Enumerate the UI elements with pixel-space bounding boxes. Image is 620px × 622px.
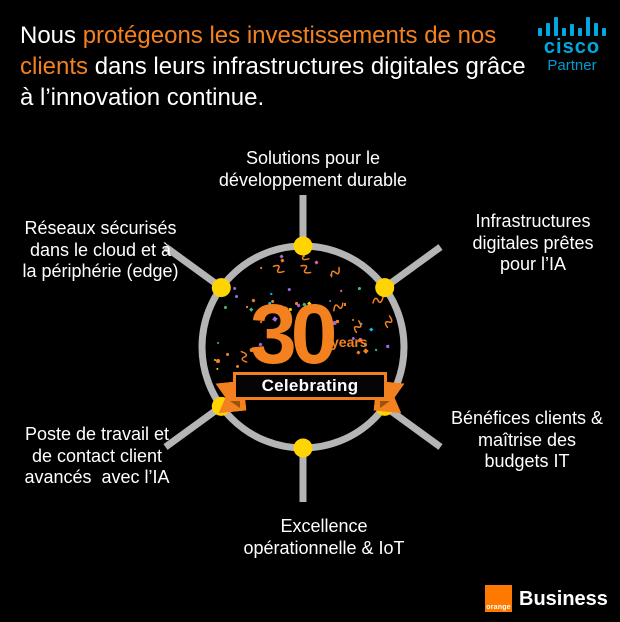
cisco-bar [586,17,590,36]
confetti-streamer-icon [237,350,256,363]
cisco-bar [578,28,582,36]
confetti-streamer-icon [293,261,314,279]
confetti-streamer-icon [330,296,345,316]
node-dot-upper-left [211,278,231,298]
cisco-partner-label: Partner [547,57,597,74]
cisco-bar [602,28,606,36]
spoke-label-solutions-durable: Solutions pour le développement durable [218,148,408,190]
headline-highlight: protégeons les investissements de nos cl… [20,22,497,80]
spoke-label-benefices-clients: Bénéfices clients & maîtrise des budgets I… [450,408,604,471]
spoke-label-excellence-iot: Excellence opérationnelle & IoT [243,516,405,558]
headline-text: Nous [20,22,83,49]
confetti-speck [295,301,299,305]
cisco-bar [546,23,550,36]
cisco-bar [570,24,574,36]
cisco-partner-logo: cisco Partner [531,16,613,75]
node-dot-top [293,236,313,256]
confetti-streamer-icon [349,317,370,338]
node-dot-bottom [293,438,313,458]
orange-logo: orange [485,585,512,612]
business-wordmark: Business [519,588,608,610]
cisco-bridge-bars-icon [531,16,613,36]
confetti-streamer-icon [328,263,345,284]
spoke-lower-left [163,403,224,450]
headline-text: dans leurs infrastructures digitales grâ… [20,53,526,111]
confetti-streamer-icon [372,293,384,311]
headline: Nous protégeons les investissements de n… [20,20,528,113]
spoke-upper-right [382,244,443,291]
confetti [202,246,404,448]
confetti-speck [343,302,347,306]
node-dot-upper-right [375,278,395,298]
ribbon-fold-left-icon [230,401,240,408]
anniversary-number: 30 [250,287,337,381]
cisco-wordmark: cisco [543,36,601,58]
celebrating-banner: Celebrating [225,370,395,418]
cisco-bar [538,28,542,36]
confetti-streamer-icon [266,260,288,280]
spoke-label-poste-de-travail: Poste de travail et de contact client avan… [24,424,170,487]
cisco-bar [554,17,558,36]
spoke-lower-right [382,403,443,450]
spoke-upper-left [163,244,224,291]
ribbon-fold-right-icon [380,401,390,408]
orange-logo-text: orange [486,604,511,611]
anniversary-unit: years [331,334,368,350]
spoke-label-infrastructures-ia: Infrastructures digitales prêtes pour l’IA [472,211,594,274]
banner-label: Celebrating [261,376,359,395]
cisco-bar [594,23,598,36]
confetti-streamer-icon [379,313,400,334]
cisco-bar [562,28,566,36]
banner-band: Celebrating [233,372,387,400]
spoke-label-reseaux-securises: Réseaux sécurisés dans le cloud et à la pé… [22,218,179,281]
